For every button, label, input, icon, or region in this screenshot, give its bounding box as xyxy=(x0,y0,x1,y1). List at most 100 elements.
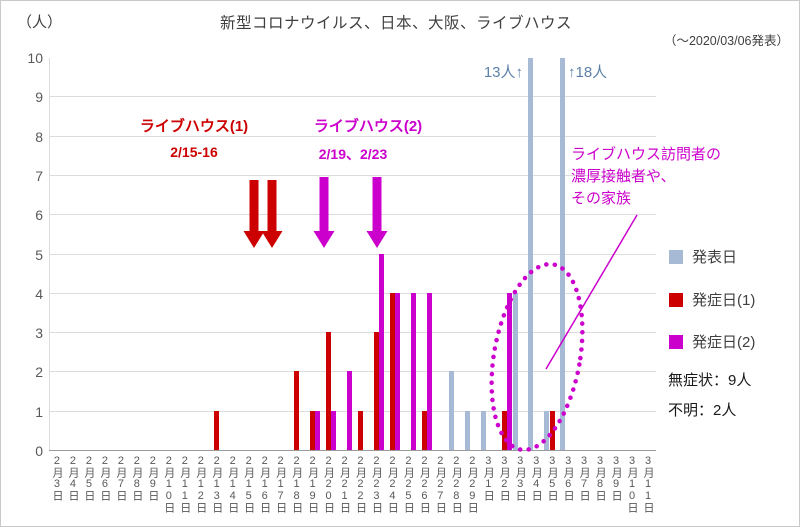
annotation-peak-18: ↑18人 xyxy=(568,64,608,81)
annotation-livehouse2-label: ライブハウス(2) xyxy=(313,118,423,135)
gridline-0 xyxy=(49,450,656,451)
bar-発症日(2)-2月19日 xyxy=(315,410,321,450)
x-tick-label-2月22日: 2月22日 xyxy=(354,455,367,513)
legend-label-onset2: 発症日(2) xyxy=(692,334,756,351)
bar-発症日(1)-3月5日 xyxy=(549,410,555,450)
x-tick-label-3月4日: 3月4日 xyxy=(530,455,543,501)
onset2-swatch-icon xyxy=(669,334,683,349)
y-tick-label-7: 7 xyxy=(35,167,43,184)
gridline-3 xyxy=(49,332,656,334)
bar-発症日(1)-2月22日 xyxy=(357,410,363,450)
x-tick-label-3月6日: 3月6日 xyxy=(562,455,575,501)
announced-swatch-icon xyxy=(669,249,683,264)
x-tick-label-3月9日: 3月9日 xyxy=(610,455,623,501)
annotation-livehouse2-dates: 2/19、2/23 xyxy=(318,146,388,162)
bar-発症日(1)-2月24日 xyxy=(389,292,395,450)
x-tick-label-2月29日: 2月29日 xyxy=(466,455,479,513)
bar-発症日(1)-2月13日 xyxy=(214,410,220,450)
gridline-5 xyxy=(49,253,656,255)
note-unknown: 不明：2人 xyxy=(668,402,737,419)
y-tick-label-5: 5 xyxy=(35,246,43,263)
x-tick-label-2月10日: 2月10日 xyxy=(162,455,175,513)
y-tick-label-1: 1 xyxy=(35,403,43,420)
bar-発表日-3月1日 xyxy=(480,410,486,450)
x-tick-label-2月23日: 2月23日 xyxy=(370,455,383,513)
x-tick-label-3月8日: 3月8日 xyxy=(594,455,607,501)
x-tick-label-3月2日: 3月2日 xyxy=(498,455,511,501)
bar-発症日(2)-2月25日 xyxy=(411,292,417,450)
note-asymptomatic: 無症状：9人 xyxy=(668,372,752,389)
x-tick-label-3月5日: 3月5日 xyxy=(546,455,559,501)
x-tick-label-2月13日: 2月13日 xyxy=(210,455,223,513)
annotation-peak-13: 13人↑ xyxy=(483,64,523,81)
x-tick-label-2月26日: 2月26日 xyxy=(418,455,431,513)
x-tick-label-2月3日: 2月3日 xyxy=(50,455,63,501)
x-tick-label-2月8日: 2月8日 xyxy=(130,455,143,501)
x-tick-label-2月7日: 2月7日 xyxy=(114,455,127,501)
y-tick-label-2: 2 xyxy=(35,364,43,381)
x-tick-label-2月20日: 2月20日 xyxy=(322,455,335,513)
legend-label-onset1: 発症日(1) xyxy=(692,292,756,309)
bar-発症日(2)-2月21日 xyxy=(347,371,353,450)
chart-title: 新型コロナウイルス、日本、大阪、ライブハウス xyxy=(219,15,572,32)
bar-発症日(1)-2月26日 xyxy=(421,410,427,450)
legend-item-announced: 発表日 xyxy=(669,246,737,267)
annotation-livehouse1-dates: 2/15-16 xyxy=(170,144,218,160)
x-tick-label-2月9日: 2月9日 xyxy=(146,455,159,501)
bar-発表日-3月4日 xyxy=(528,58,534,450)
legend-item-onset1: 発症日(1) xyxy=(669,289,755,310)
x-tick-label-2月15日: 2月15日 xyxy=(242,455,255,513)
bar-発表日-3月3日 xyxy=(512,292,518,450)
y-tick-label-8: 8 xyxy=(35,128,43,145)
gridline-1 xyxy=(49,410,656,412)
bar-発表日-2月29日 xyxy=(464,410,470,450)
bar-発症日(1)-2月20日 xyxy=(326,332,332,450)
x-tick-label-3月10日: 3月10日 xyxy=(626,455,639,513)
bar-発症日(2)-3月2日 xyxy=(506,292,512,450)
x-tick-label-2月4日: 2月4日 xyxy=(66,455,79,501)
gridline-2 xyxy=(49,371,656,373)
x-tick-label-2月12日: 2月12日 xyxy=(194,455,207,513)
legend-item-onset2: 発症日(2) xyxy=(669,331,755,352)
x-tick-label-3月3日: 3月3日 xyxy=(514,455,527,501)
x-tick-label-2月19日: 2月19日 xyxy=(306,455,319,513)
bar-発症日(1)-2月19日 xyxy=(310,410,316,450)
x-tick-label-2月11日: 2月11日 xyxy=(178,455,191,513)
bar-発症日(1)-2月18日 xyxy=(294,371,300,450)
x-tick-label-2月16日: 2月16日 xyxy=(258,455,271,513)
y-tick-label-4: 4 xyxy=(35,285,43,302)
chart-subtitle: （～2020/03/06発表） xyxy=(663,34,789,48)
y-axis-unit-label: （人） xyxy=(17,14,63,31)
bar-発症日(2)-2月23日 xyxy=(379,253,385,450)
x-tick-label-2月18日: 2月18日 xyxy=(290,455,303,513)
legend-label-announced: 発表日 xyxy=(692,249,738,266)
gridline-8 xyxy=(49,135,656,137)
gridline-9 xyxy=(49,96,656,98)
x-tick-label-2月6日: 2月6日 xyxy=(98,455,111,501)
gridline-7 xyxy=(49,174,656,176)
annotation-contacts-note: ライブハウス訪問者の 濃厚接触者や、 その家族 xyxy=(571,146,722,207)
bar-発症日(2)-2月24日 xyxy=(395,292,401,450)
x-tick-label-2月24日: 2月24日 xyxy=(386,455,399,513)
y-tick-label-10: 10 xyxy=(27,50,43,66)
y-tick-label-0: 0 xyxy=(35,443,43,459)
bar-発症日(2)-2月20日 xyxy=(331,410,337,450)
x-tick-label-2月17日: 2月17日 xyxy=(274,455,287,513)
x-tick-label-2月28日: 2月28日 xyxy=(450,455,463,513)
x-tick-label-2月14日: 2月14日 xyxy=(226,455,239,513)
x-tick-label-2月27日: 2月27日 xyxy=(434,455,447,513)
y-axis-line xyxy=(49,58,50,451)
annotation-livehouse1-label: ライブハウス(1) xyxy=(139,118,249,135)
x-tick-label-2月5日: 2月5日 xyxy=(82,455,95,501)
bar-発症日(1)-2月23日 xyxy=(373,332,379,450)
gridline-6 xyxy=(49,214,656,216)
bar-発症日(2)-2月26日 xyxy=(427,292,433,450)
bar-発表日-3月6日 xyxy=(560,58,566,450)
y-tick-label-3: 3 xyxy=(35,325,43,342)
onset1-swatch-icon xyxy=(669,292,683,307)
x-tick-label-3月1日: 3月1日 xyxy=(482,455,495,501)
gridline-4 xyxy=(49,292,656,294)
y-tick-label-9: 9 xyxy=(35,89,43,106)
x-tick-label-3月11日: 3月11日 xyxy=(642,455,654,513)
